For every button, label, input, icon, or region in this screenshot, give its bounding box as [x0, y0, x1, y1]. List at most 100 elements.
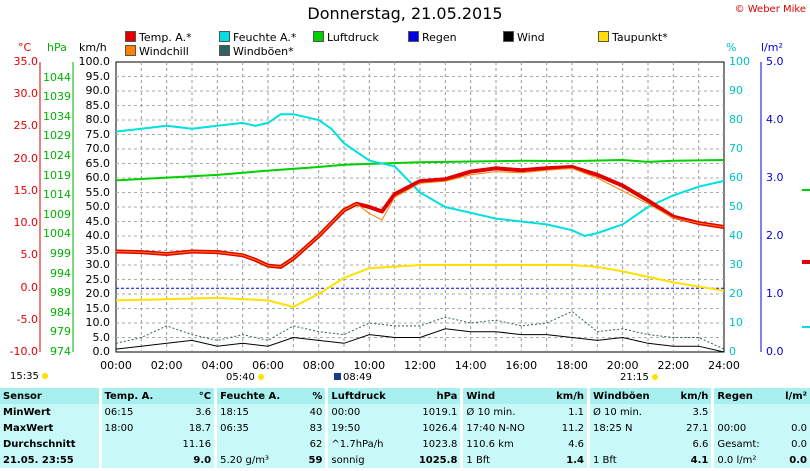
tick-label-wind: 40.0 — [85, 229, 111, 242]
sunrise-label: 05:40 — [226, 372, 255, 383]
stats-cell: 6.6 — [668, 436, 713, 452]
stats-row-current: 21.05. 23:55 9.0 5.20 g/m³ 59 sonnig 102… — [0, 452, 810, 468]
tick-label-time: 22:00 — [657, 359, 690, 372]
legend-swatch-rain — [408, 31, 419, 42]
legend-swatch-gusts — [219, 45, 230, 56]
tick-label-pressure: 999 — [50, 247, 71, 261]
credit-label: © Weber Mike — [734, 4, 806, 15]
series-line-humidity — [115, 113, 725, 238]
legend-label-dewpoint: Taupunkt* — [612, 31, 668, 44]
tick-label-time: 04:00 — [201, 359, 234, 372]
stats-header: km/h — [544, 388, 589, 404]
tick-label-wind: 100.0 — [78, 55, 111, 68]
tick-label-pressure: 1004 — [43, 227, 71, 241]
stats-cell — [98, 436, 171, 452]
legend-label-windchill: Windchill — [139, 45, 189, 58]
stats-header: Temp. A. — [98, 388, 171, 404]
stats-cell: 06:15 — [98, 404, 171, 420]
stats-header: % — [300, 388, 327, 404]
tick-label-pressure: 974 — [50, 345, 71, 358]
legend-rain: Regen — [408, 31, 457, 44]
tick-label-humidity: 70 — [729, 142, 743, 155]
tick-label-pressure: 1039 — [43, 90, 71, 104]
tick-label-rain: 0.0 — [766, 345, 784, 358]
tick-label-wind: 50.0 — [85, 200, 111, 213]
legend-windchill: Windchill — [125, 45, 189, 58]
tick-label-time: 18:00 — [556, 359, 588, 372]
legend-swatch-windchill — [125, 45, 136, 56]
stats-cell: 0.0 — [775, 452, 810, 468]
tick-label-humidity: 20 — [729, 287, 743, 300]
stats-cell: 83 — [300, 420, 327, 436]
stats-cell: 18:15 — [214, 404, 301, 420]
tick-label-rain: 5.0 — [766, 55, 784, 68]
stats-row-min: MinWert 06:15 3.6 18:15 40 00:00 1019.1 … — [0, 404, 810, 420]
tick-label-time: 24:00 — [708, 359, 740, 372]
stats-cell: ^1.7hPa/h — [325, 436, 405, 452]
tick-label-temp: 35.0 — [13, 55, 39, 68]
legend-label-wind: Wind — [517, 31, 545, 44]
stats-header: km/h — [668, 388, 713, 404]
stats-cell: 3.6 — [170, 404, 216, 420]
stats-header: °C — [170, 388, 216, 404]
axis-header-wind: km/h — [79, 41, 107, 54]
tick-label-pressure: 1009 — [43, 207, 71, 221]
stats-cell: 18:25 N — [586, 420, 669, 436]
axis-header-temp: °C — [18, 41, 32, 54]
tick-label-wind: 0.0 — [92, 345, 111, 358]
stats-cell: sonnig — [325, 452, 405, 468]
stats-cell: 4.6 — [544, 436, 589, 452]
stats-cell: Ø 10 min. — [586, 404, 669, 420]
stats-cell: 19:50 — [325, 420, 405, 436]
stats-cell — [775, 404, 810, 420]
tick-label-wind: 70.0 — [85, 142, 111, 155]
tick-label-rain: 2.0 — [766, 229, 784, 242]
tick-label-time: 06:00 — [252, 359, 284, 372]
legend-swatch-humidity — [219, 31, 230, 42]
tick-label-pressure: 979 — [50, 325, 71, 339]
stats-cell: 1 Bft — [460, 452, 545, 468]
stats-cell: MinWert — [0, 404, 100, 420]
stats-header: Feuchte A. — [214, 388, 301, 404]
tick-label-time: 00:00 — [100, 359, 132, 372]
tick-label-pressure: 1014 — [43, 188, 71, 202]
legend-temp: Temp. A.* — [125, 31, 192, 44]
tick-label-pressure: 1019 — [43, 168, 71, 182]
tick-label-time: 12:00 — [404, 359, 436, 372]
series-line-dewpoint — [115, 264, 725, 308]
stats-cell: 1.4 — [544, 452, 589, 468]
stats-cell: 1019.1 — [404, 404, 462, 420]
tick-label-pressure: 984 — [50, 305, 71, 319]
stats-cell: 27.1 — [668, 420, 713, 436]
stats-cell — [711, 404, 776, 420]
sunset-sun-icon — [651, 374, 658, 380]
stats-header: Wind — [460, 388, 545, 404]
tick-label-temp: 20.0 — [13, 151, 39, 165]
legend-dewpoint: Taupunkt* — [598, 31, 668, 44]
stats-cell: 4.1 — [668, 452, 713, 468]
stats-cell: Durchschnitt — [0, 436, 100, 452]
stats-cell: 0.0 l/m² — [711, 452, 776, 468]
tick-label-wind: 15.0 — [85, 301, 111, 315]
series-line-gusts — [115, 310, 725, 350]
tick-label-wind: 20.0 — [85, 287, 111, 300]
legend-swatch-pressure — [313, 31, 324, 42]
stats-cell: 11.2 — [544, 420, 589, 436]
stats-cell — [214, 436, 301, 452]
legend-label-rain: Regen — [422, 31, 457, 44]
stats-cell: 17:40 N-NO — [460, 420, 545, 436]
legend-label-pressure: Luftdruck — [327, 31, 379, 44]
moon-icon — [334, 373, 341, 380]
sunset-label: 21:15 — [620, 372, 649, 383]
tick-label-rain: 3.0 — [766, 171, 784, 184]
stats-cell: Ø 10 min. — [460, 404, 545, 420]
stats-cell: 62 — [300, 436, 327, 452]
tick-label-wind: 80.0 — [85, 113, 111, 126]
stats-cell: 3.5 — [668, 404, 713, 420]
moon-label: 08:49 — [343, 372, 372, 383]
stats-row-avg: Durchschnitt 11.16 62 ^1.7hPa/h 1023.8 1… — [0, 436, 810, 452]
tick-label-temp: 15.0 — [13, 183, 39, 197]
time-marker-left-label: 15:35 — [10, 371, 39, 382]
tick-label-humidity: 40 — [729, 229, 743, 242]
tick-label-temp: 0.0 — [20, 280, 39, 294]
